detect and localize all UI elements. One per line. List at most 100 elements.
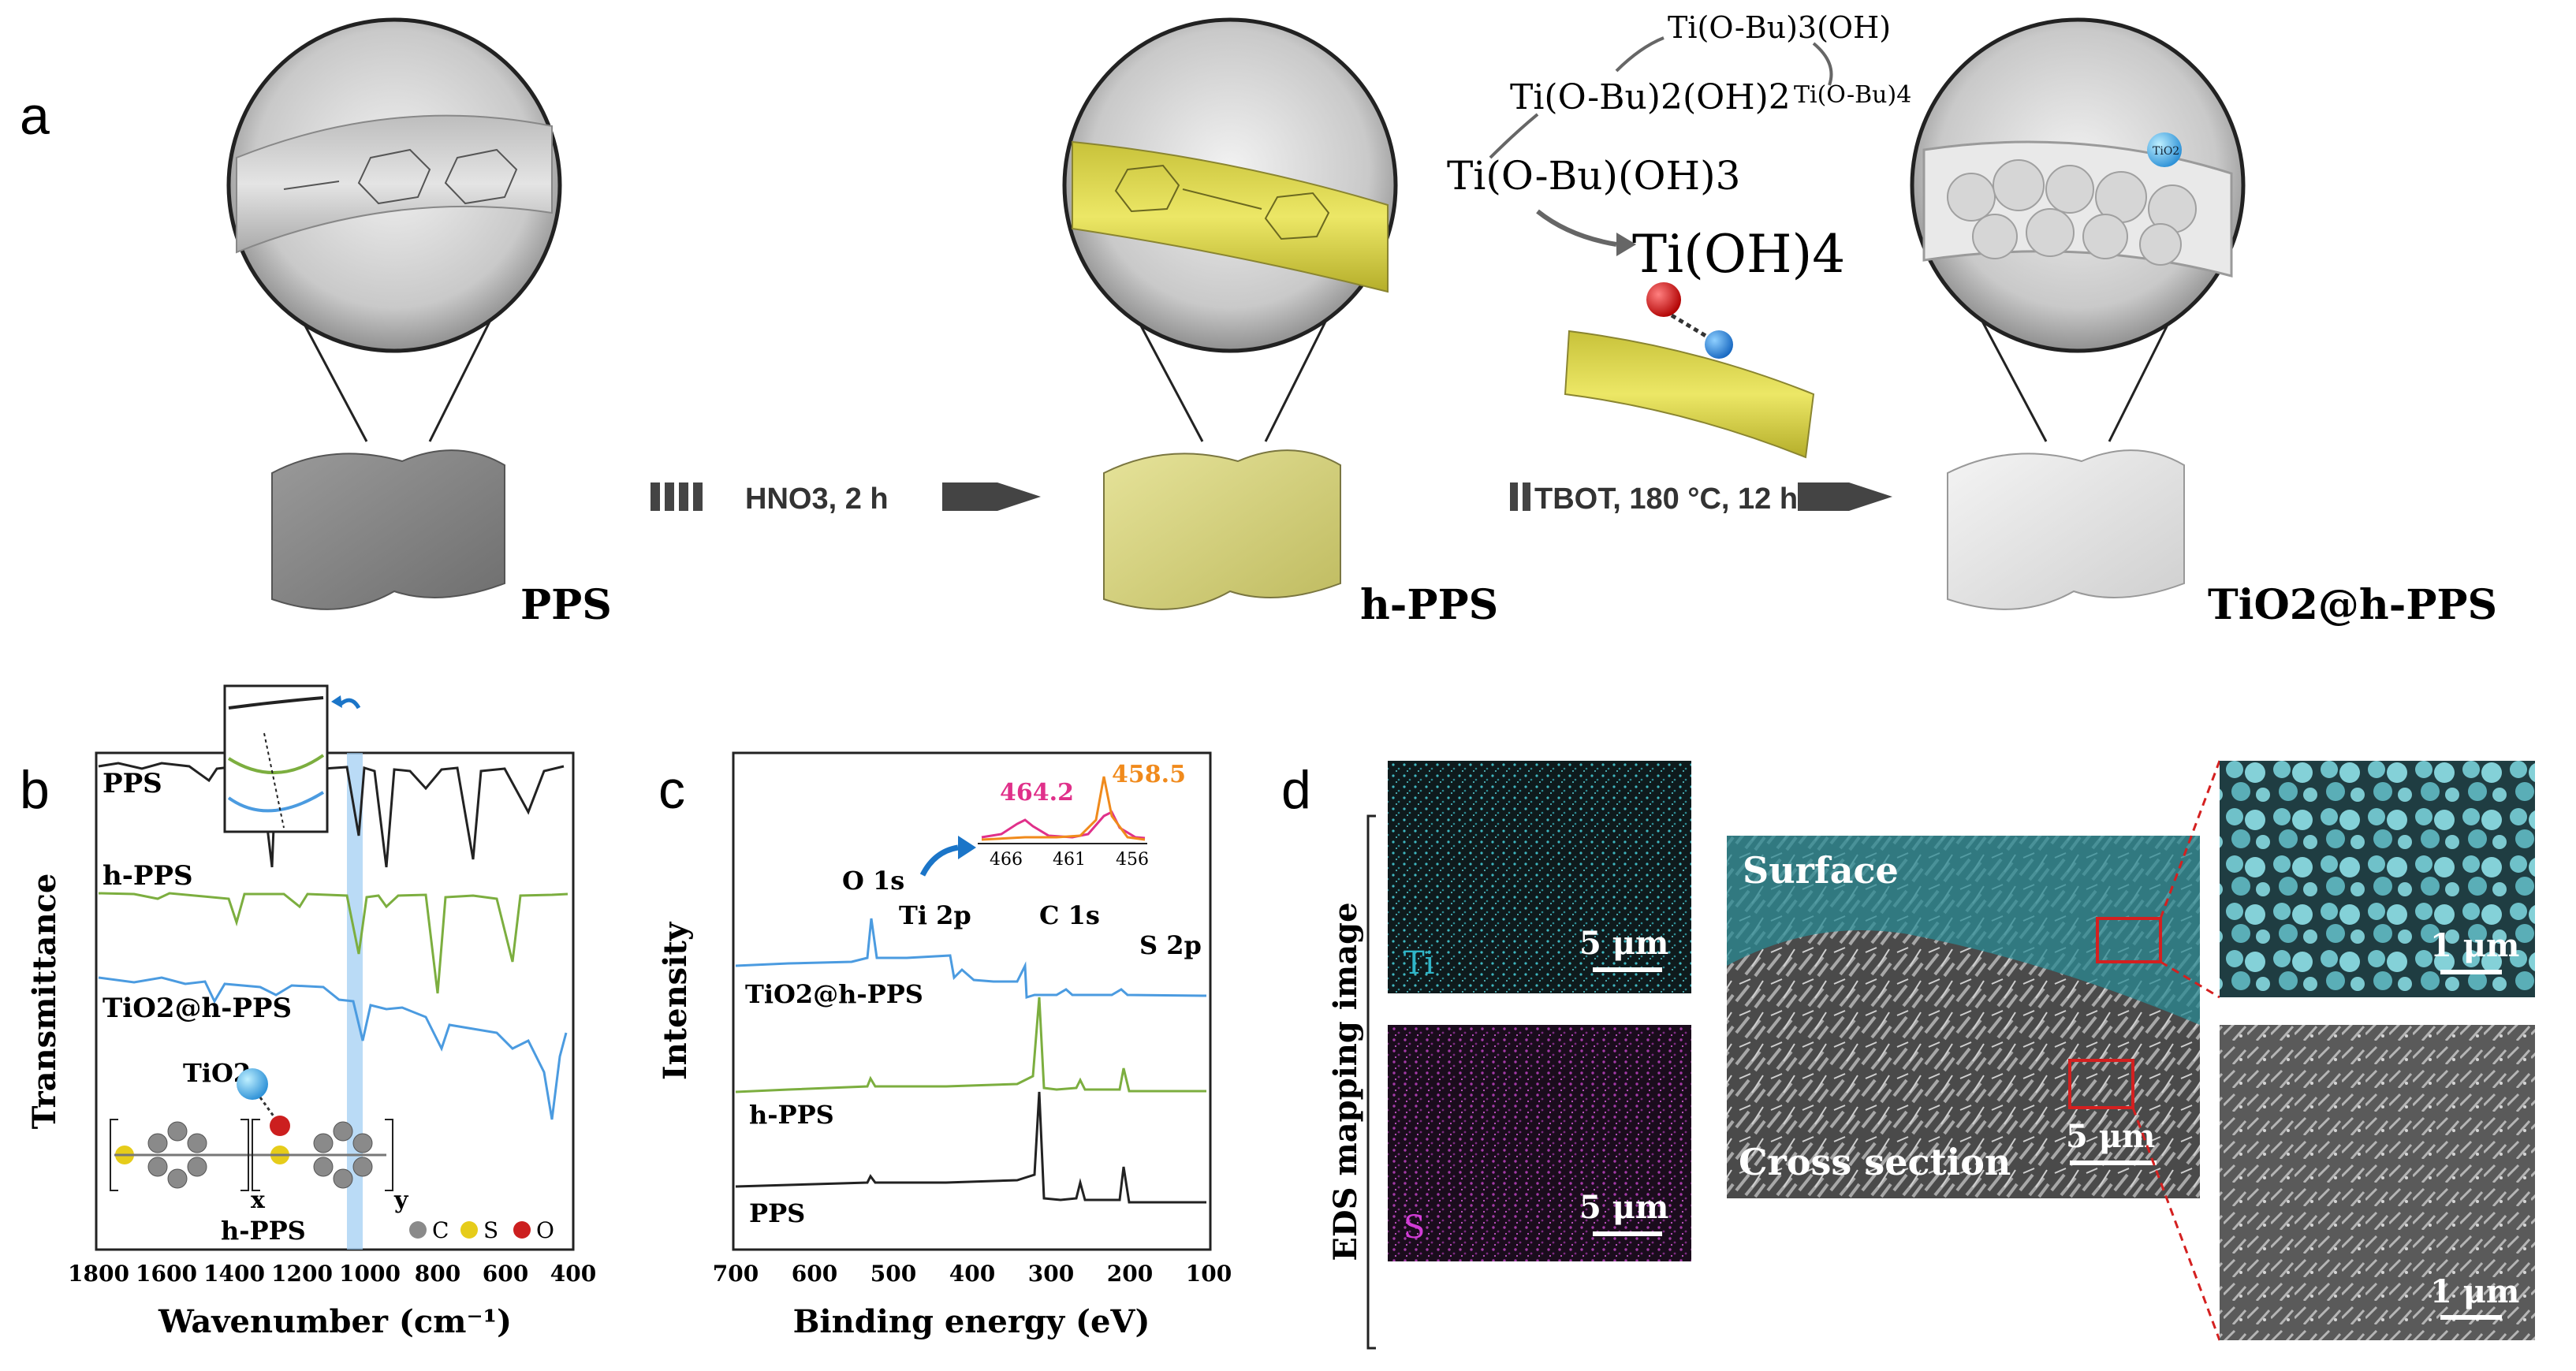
pps-stage-label: PPS — [520, 581, 612, 629]
ftir-xtick-800: 800 — [415, 1261, 460, 1287]
sem-cross-closeup-scale-bar — [2440, 1315, 2502, 1320]
ftir-label-hpps: h-PPS — [103, 860, 193, 892]
stage-hpps: h-PPS — [1062, 17, 1498, 629]
hydrolysis-scheme: Ti(O-Bu)3(OH) Ti(O-Bu)2(OH)2 Ti(O-Bu)4 T… — [1447, 10, 1911, 459]
eds-s-label: S — [1404, 1209, 1425, 1246]
ftir-curve-hpps — [98, 892, 569, 994]
sem-cross-section-label: Cross section — [1739, 1141, 2011, 1183]
sem-surface-label: Surface — [1743, 849, 1899, 892]
ftir-label-pps: PPS — [103, 768, 162, 799]
ftir-x-axis: 1800 1600 1400 1200 1000 800 600 400 — [68, 1261, 596, 1287]
ftir-zoom-inset — [223, 684, 361, 833]
xps-inset-peak1: 464.2 — [1000, 779, 1074, 807]
xps-ylabel: Intensity — [657, 921, 694, 1080]
pps-chain-drawing — [283, 148, 518, 205]
panel-b-label: b — [20, 760, 50, 820]
ftir-xtick-400: 400 — [550, 1261, 596, 1287]
tio2-bubble-label: TiO2 — [2153, 145, 2179, 158]
sem-surface-closeup-scale-bar — [2440, 970, 2502, 974]
xps-xtick-300: 300 — [1028, 1261, 1074, 1287]
eds-s-scale-text: 5 μm — [1579, 1189, 1668, 1226]
xps-curve-pps — [735, 1091, 1206, 1204]
step1-arrowhead — [942, 482, 1041, 511]
atom-legend: C S O — [409, 1217, 554, 1243]
hpps-stage-label: h-PPS — [1360, 581, 1498, 629]
ftir-xtick-1600: 1600 — [136, 1261, 197, 1287]
eds-side-label: EDS mapping image — [1327, 902, 1364, 1261]
xps-curve-tio2-hpps — [735, 918, 1207, 999]
ftir-label-tio2-hpps: TiO2@h-PPS — [103, 993, 292, 1024]
xps-plot-frame — [732, 751, 1212, 1251]
ti-obu4: Ti(O-Bu)4 — [1794, 81, 1911, 109]
sem-overview-scale-bar — [2070, 1161, 2157, 1165]
negative-oxygen-ball — [1646, 282, 1681, 317]
structure-tio2-ball — [237, 1068, 268, 1100]
legend-o: O — [536, 1217, 554, 1243]
tio2-bubble-ball — [2147, 132, 2182, 167]
eds-s-scale-bar — [1593, 1231, 1662, 1236]
step2-arrow: TBOT, 180 °C, 12 h — [1510, 482, 1892, 516]
xps-xtick-400: 400 — [949, 1261, 995, 1287]
eds-ti-label: Ti — [1404, 945, 1434, 982]
panel-c: c O 1s Ti 2p C 1s S 2p 464.2 458.5 466 4… — [657, 751, 1232, 1340]
ftir-xtick-1000: 1000 — [339, 1261, 401, 1287]
hpps-structure: TiO2 x y h-PPS C S — [110, 1058, 554, 1246]
step1-conditions: HNO3, 2 h — [745, 482, 889, 516]
pps-polymer-band — [236, 114, 553, 254]
sem-surface-closeup — [2220, 761, 2535, 997]
yellow-chain-fragment — [1564, 330, 1815, 459]
xps-peak-s2p: S 2p — [1139, 930, 1202, 960]
ftir-plot-frame — [95, 751, 575, 1251]
hpps-sheet — [1103, 449, 1341, 610]
hpps-polymer-band — [1072, 140, 1389, 293]
xps-xtick-700: 700 — [713, 1261, 759, 1287]
tio2-coating-bumps — [1947, 159, 2197, 266]
legend-s: S — [483, 1217, 498, 1243]
hpps-chain-drawing — [1114, 164, 1330, 240]
eds-ti-map — [1388, 761, 1691, 993]
panel-d-label: d — [1281, 760, 1311, 820]
xps-peak-c1s: C 1s — [1039, 900, 1100, 930]
xps-inset: 464.2 458.5 466 461 456 — [978, 757, 1186, 870]
ftir-xtick-1800: 1800 — [68, 1261, 129, 1287]
xps-curve-hpps — [735, 997, 1206, 1093]
ti-obu2-oh2: Ti(O-Bu)2(OH)2 — [1510, 77, 1791, 117]
xps-xtick-100: 100 — [1186, 1261, 1232, 1287]
sem-surface-closeup-scale-text: 1 μm — [2430, 927, 2519, 964]
sem-surface-zoom-box — [2096, 917, 2162, 963]
panel-c-label: c — [658, 760, 685, 820]
xps-xlabel: Binding energy (eV) — [793, 1303, 1150, 1340]
panel-a: a PPS HNO3, 2 h — [20, 10, 2497, 629]
structure-x-subscript: x — [251, 1187, 266, 1214]
step2-arrowhead — [1798, 482, 1892, 511]
ftir-xtick-600: 600 — [483, 1261, 528, 1287]
ftir-xtick-1400: 1400 — [203, 1261, 265, 1287]
pps-sheet — [271, 449, 505, 610]
xps-peak-ti2p: Ti 2p — [899, 900, 971, 930]
panel-b: b PPS h-PPS TiO2@h-PPS TiO2 — [20, 684, 596, 1340]
sem-surface-overlay — [1727, 836, 2200, 1025]
ti-oh4: Ti(OH)4 — [1632, 224, 1845, 285]
xps-label-hpps: h-PPS — [749, 1100, 834, 1130]
sem-overview-scale-text: 5 μm — [2066, 1118, 2155, 1155]
xps-label-pps: PPS — [749, 1198, 805, 1228]
ti-obu-oh3: Ti(O-Bu)(OH)3 — [1447, 153, 1740, 199]
xps-xtick-200: 200 — [1107, 1261, 1153, 1287]
step1-arrow: HNO3, 2 h — [651, 482, 1041, 516]
tio2-hpps-sheet — [1947, 449, 2185, 610]
stage-tio2-hpps: TiO2 TiO2@h-PPS — [1910, 17, 2497, 629]
xps-inset-tick-466: 466 — [990, 850, 1023, 870]
xps-xtick-500: 500 — [870, 1261, 916, 1287]
ftir-curve-tio2-hpps — [98, 976, 568, 1120]
eds-bracket — [1366, 814, 1376, 1350]
sem-cross-zoom-box — [2068, 1059, 2134, 1109]
xps-inset-tick-456: 456 — [1116, 850, 1149, 870]
xps-peak-o1s: O 1s — [842, 866, 904, 896]
step2-conditions: TBOT, 180 °C, 12 h — [1534, 482, 1798, 516]
xps-label-tio2-hpps: TiO2@h-PPS — [745, 979, 923, 1009]
eds-s-map — [1388, 1025, 1691, 1261]
xps-inset-tick-461: 461 — [1053, 850, 1086, 870]
eds-ti-scale-text: 5 μm — [1579, 925, 1668, 962]
legend-c: C — [432, 1217, 449, 1243]
ti-ball — [1705, 330, 1733, 359]
